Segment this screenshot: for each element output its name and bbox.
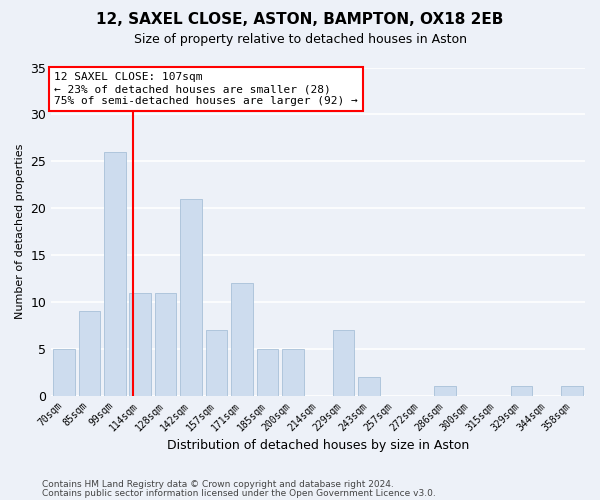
Bar: [282, 349, 304, 396]
Bar: [53, 349, 75, 396]
Bar: [155, 292, 176, 396]
Bar: [180, 199, 202, 396]
Bar: [231, 283, 253, 396]
Bar: [257, 349, 278, 396]
Bar: [333, 330, 355, 396]
Text: 12 SAXEL CLOSE: 107sqm
← 23% of detached houses are smaller (28)
75% of semi-det: 12 SAXEL CLOSE: 107sqm ← 23% of detached…: [54, 72, 358, 106]
Bar: [511, 386, 532, 396]
Text: Size of property relative to detached houses in Aston: Size of property relative to detached ho…: [133, 32, 467, 46]
X-axis label: Distribution of detached houses by size in Aston: Distribution of detached houses by size …: [167, 440, 469, 452]
Text: 12, SAXEL CLOSE, ASTON, BAMPTON, OX18 2EB: 12, SAXEL CLOSE, ASTON, BAMPTON, OX18 2E…: [97, 12, 503, 28]
Y-axis label: Number of detached properties: Number of detached properties: [15, 144, 25, 320]
Bar: [104, 152, 125, 396]
Bar: [79, 312, 100, 396]
Text: Contains public sector information licensed under the Open Government Licence v3: Contains public sector information licen…: [42, 490, 436, 498]
Bar: [206, 330, 227, 396]
Bar: [358, 377, 380, 396]
Bar: [130, 292, 151, 396]
Bar: [562, 386, 583, 396]
Text: Contains HM Land Registry data © Crown copyright and database right 2024.: Contains HM Land Registry data © Crown c…: [42, 480, 394, 489]
Bar: [434, 386, 456, 396]
